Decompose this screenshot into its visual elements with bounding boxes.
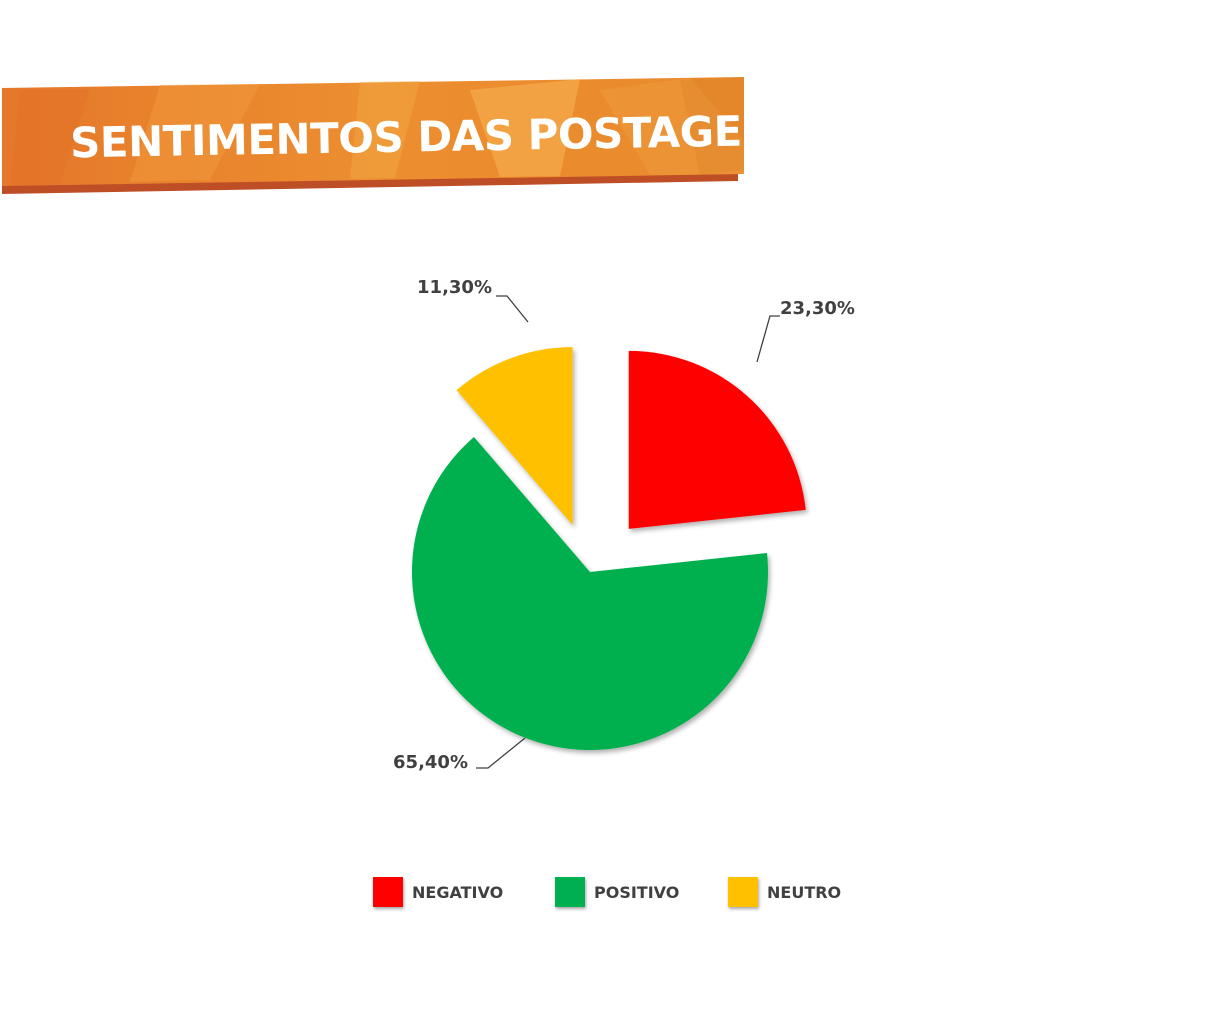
- pie-slice-neutro: [456, 347, 573, 526]
- legend-label-neutro: NEUTRO: [767, 882, 842, 902]
- leader-line-neutro: [496, 295, 529, 323]
- legend-label-negativo: NEGATIVO: [412, 882, 504, 902]
- data-label-neutro: 11,30%: [417, 277, 492, 298]
- legend-item-neutro: NEUTRO: [728, 874, 841, 910]
- legend-item-positivo: POSITIVO: [555, 874, 679, 910]
- leader-line-negativo: [756, 315, 780, 363]
- pie-slice-positivo: [412, 437, 768, 751]
- legend-label-positivo: POSITIVO: [594, 882, 680, 902]
- chart-legend: NEGATIVO POSITIVO NEUTRO: [0, 874, 1205, 910]
- data-label-negativo: 23,30%: [780, 298, 855, 319]
- title-banner: SENTIMENTOS DAS POSTAGENS: [2, 77, 807, 194]
- data-label-positivo: 65,40%: [393, 752, 468, 773]
- legend-item-negativo: NEGATIVO: [373, 874, 503, 910]
- leader-line-positivo: [476, 737, 526, 769]
- legend-swatch-neutro: [728, 877, 758, 907]
- legend-swatch-negativo: [373, 877, 403, 907]
- legend-swatch-positivo: [555, 877, 585, 907]
- pie-slice-negativo: [628, 350, 806, 529]
